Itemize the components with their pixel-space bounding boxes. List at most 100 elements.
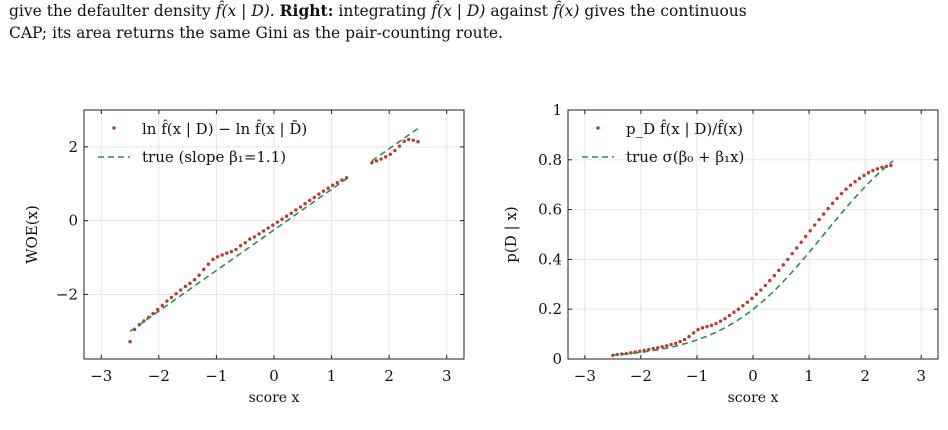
data-point xyxy=(402,139,406,144)
data-point xyxy=(754,292,759,296)
data-point xyxy=(335,180,340,185)
data-point xyxy=(151,311,155,316)
x-tick-label: −3 xyxy=(574,367,596,385)
data-point xyxy=(370,161,374,165)
y-tick-label: 1 xyxy=(552,101,562,119)
x-tick-label: 0 xyxy=(748,367,758,385)
data-point xyxy=(808,229,812,233)
data-point xyxy=(866,171,871,175)
data-point xyxy=(312,195,317,200)
y-tick-label: 0 xyxy=(552,350,562,368)
data-point xyxy=(696,327,700,332)
data-point xyxy=(238,244,243,248)
data-point xyxy=(215,255,220,259)
caption-formula-b: f̂(x | D) xyxy=(431,2,486,20)
data-point xyxy=(875,167,880,171)
figure-caption: give the defaulter density f̂(x | D). Ri… xyxy=(9,0,939,44)
legend-swatch xyxy=(112,126,116,130)
data-point xyxy=(331,183,335,187)
data-point xyxy=(243,241,247,245)
data-point xyxy=(174,292,178,296)
data-point xyxy=(416,140,420,144)
data-point xyxy=(629,351,633,355)
data-point xyxy=(307,198,312,203)
data-point xyxy=(374,159,379,163)
data-point xyxy=(862,173,866,178)
data-point xyxy=(768,278,772,283)
data-point xyxy=(839,191,844,196)
data-point xyxy=(673,341,678,346)
data-point xyxy=(660,345,664,349)
data-point xyxy=(620,352,624,356)
data-point xyxy=(393,148,397,153)
x-tick-label: 1 xyxy=(804,367,814,385)
data-point xyxy=(709,323,714,328)
data-point xyxy=(799,240,803,244)
legend-entry: p_D f̂(x | D)/f̂(x) xyxy=(626,120,743,138)
data-point xyxy=(835,196,839,201)
data-point xyxy=(682,337,687,342)
data-point xyxy=(772,273,777,278)
y-tick-label: 0.6 xyxy=(538,201,562,219)
data-point xyxy=(388,152,393,156)
x-tick-label: −2 xyxy=(630,367,652,385)
x-tick-label: −1 xyxy=(686,367,708,385)
data-point xyxy=(745,300,750,304)
data-point xyxy=(289,211,293,215)
data-point xyxy=(220,253,224,257)
y-tick-label: 0.8 xyxy=(538,151,562,169)
data-point xyxy=(759,288,763,292)
data-point xyxy=(687,334,691,339)
data-point xyxy=(723,316,727,321)
x-axis-label: score x xyxy=(249,390,300,406)
data-point xyxy=(202,267,206,272)
y-tick-label: 2 xyxy=(68,138,78,156)
data-point xyxy=(206,262,211,266)
data-point xyxy=(261,229,266,233)
data-point xyxy=(795,246,799,250)
data-point xyxy=(714,321,718,326)
data-point xyxy=(647,347,651,352)
data-point xyxy=(763,283,768,288)
data-point xyxy=(142,319,146,323)
x-tick-label: 3 xyxy=(916,367,926,385)
series-true-line xyxy=(371,127,419,162)
data-point xyxy=(197,273,201,277)
chart-panel-2: −3 −2 −1 0 1 2 3 0 0.2 0.4 0.6 0.8 1 score x p(D | x) p… xyxy=(502,101,939,406)
data-point xyxy=(294,208,298,212)
data-point xyxy=(169,295,174,300)
caption-text-c: against xyxy=(490,2,548,20)
data-point xyxy=(275,220,280,224)
data-point xyxy=(326,186,330,190)
y-tick-label: 0.2 xyxy=(538,300,562,318)
y-tick-label: 0.4 xyxy=(538,250,562,268)
data-point xyxy=(786,257,790,262)
y-axis-label: WOE(x) xyxy=(23,205,41,264)
data-point xyxy=(691,331,696,335)
caption-right-label: Right: xyxy=(279,1,334,20)
data-point xyxy=(741,304,745,308)
data-point xyxy=(397,144,402,148)
data-point xyxy=(284,214,289,218)
caption-line-1: give the defaulter density f̂(x | D). Ri… xyxy=(9,0,939,22)
data-point xyxy=(234,247,238,252)
data-point xyxy=(848,183,853,187)
data-point xyxy=(248,237,252,241)
data-point xyxy=(830,201,835,206)
data-point xyxy=(700,326,705,330)
data-point xyxy=(781,263,785,267)
data-point xyxy=(252,235,257,239)
data-point xyxy=(383,155,388,159)
data-point xyxy=(229,249,234,254)
data-point xyxy=(271,223,275,227)
series-true-line xyxy=(129,176,350,332)
caption-line-2: CAP; its area returns the same Gini as t… xyxy=(9,24,503,42)
data-point xyxy=(211,257,215,262)
chart-panel-1: −3 −2 −1 0 1 2 3 −2 0 2 score x WOE(x) ln f̂(x | D) … xyxy=(23,109,465,406)
data-point xyxy=(853,180,857,184)
data-point xyxy=(803,234,808,239)
data-point xyxy=(727,313,732,318)
caption-text-a: give the defaulter density xyxy=(9,2,211,20)
data-point xyxy=(192,277,197,282)
data-point xyxy=(407,137,411,142)
